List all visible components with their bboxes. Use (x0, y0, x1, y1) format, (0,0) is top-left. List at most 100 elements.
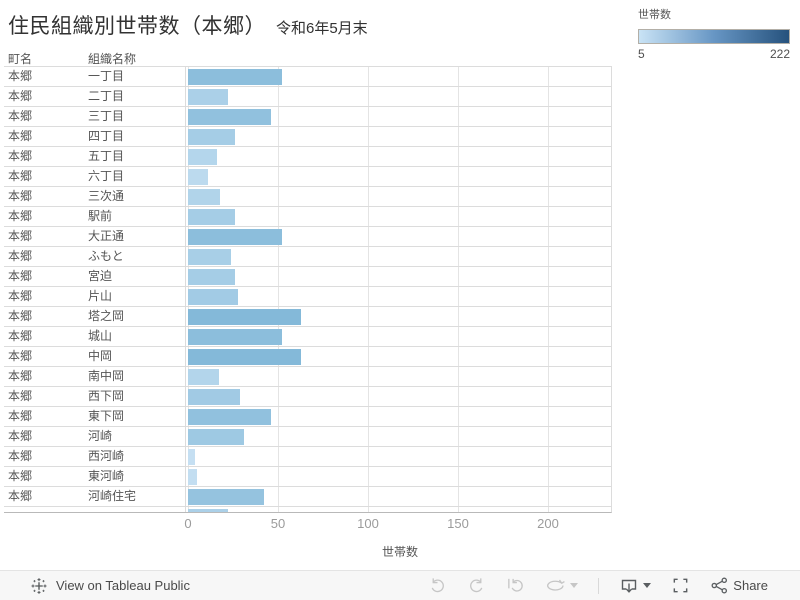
legend-gradient-bar[interactable] (638, 29, 790, 44)
cell-town: 本郷 (8, 289, 33, 303)
bar-mark[interactable] (188, 389, 241, 405)
bar-mark[interactable] (188, 269, 235, 285)
table-row[interactable]: 本郷 中岡 (4, 346, 611, 366)
bar-mark[interactable] (188, 149, 217, 165)
table-row[interactable]: 本郷 東河崎 (4, 466, 611, 486)
cell-chart (185, 407, 611, 426)
bar-mark[interactable] (188, 189, 221, 205)
table-row[interactable]: 本郷 三次通 (4, 186, 611, 206)
fullscreen-button[interactable] (671, 576, 690, 595)
cell-town: 本郷 (8, 449, 33, 463)
cell-org: 駅前 (88, 209, 113, 223)
cell-chart (185, 267, 611, 286)
table-row[interactable]: 本郷 四丁目 (4, 126, 611, 146)
table-row-partial[interactable] (4, 506, 611, 512)
bar-mark[interactable] (188, 289, 239, 305)
cell-town: 本郷 (8, 409, 33, 423)
cell-town: 本郷 (8, 149, 33, 163)
tableau-toolbar: View on Tableau Public (0, 570, 800, 600)
bar-mark[interactable] (188, 169, 208, 185)
cell-chart (185, 307, 611, 326)
cell-chart (185, 467, 611, 486)
bar-mark[interactable] (188, 249, 232, 265)
cell-town: 本郷 (8, 109, 33, 123)
bar-mark[interactable] (188, 369, 219, 385)
table-row[interactable]: 本郷 南中岡 (4, 366, 611, 386)
bar-mark[interactable] (188, 309, 302, 325)
cell-town: 本郷 (8, 269, 33, 283)
table-row[interactable]: 本郷 五丁目 (4, 146, 611, 166)
table-row[interactable]: 本郷 三丁目 (4, 106, 611, 126)
table-row[interactable]: 本郷 西河崎 (4, 446, 611, 466)
bar-mark[interactable] (188, 229, 282, 245)
cell-chart (185, 187, 611, 206)
cell-town: 本郷 (8, 309, 33, 323)
column-header-town[interactable]: 町名 (8, 52, 33, 66)
table-row[interactable]: 本郷 西下岡 (4, 386, 611, 406)
table-row[interactable]: 本郷 塔之岡 (4, 306, 611, 326)
table-row[interactable]: 本郷 六丁目 (4, 166, 611, 186)
x-axis-tick-label: 50 (270, 516, 286, 531)
table-row[interactable]: 本郷 城山 (4, 326, 611, 346)
cell-town: 本郷 (8, 249, 33, 263)
bar-mark[interactable] (188, 69, 282, 85)
cell-chart (185, 447, 611, 466)
bar-mark[interactable] (188, 329, 282, 345)
bar-mark[interactable] (188, 129, 235, 145)
table-row[interactable]: 本郷 宮迫 (4, 266, 611, 286)
cell-town: 本郷 (8, 189, 33, 203)
bar-mark[interactable] (188, 89, 228, 105)
cell-org: 西下岡 (88, 389, 125, 403)
view-on-tableau-link[interactable]: View on Tableau Public (30, 577, 190, 595)
bar-mark[interactable] (188, 469, 197, 485)
cell-chart (185, 127, 611, 146)
cell-town: 本郷 (8, 129, 33, 143)
bar-mark[interactable] (188, 409, 271, 425)
table-row[interactable]: 本郷 駅前 (4, 206, 611, 226)
table-row[interactable]: 本郷 片山 (4, 286, 611, 306)
view-on-tableau-label: View on Tableau Public (56, 578, 190, 593)
bar-mark[interactable] (188, 429, 244, 445)
table-row[interactable]: 本郷 ふもと (4, 246, 611, 266)
tableau-logo-icon (30, 577, 48, 595)
undo-button[interactable] (428, 576, 447, 595)
table-row[interactable]: 本郷 河崎 (4, 426, 611, 446)
reset-button[interactable] (506, 576, 525, 595)
x-axis-tick-label: 200 (537, 516, 559, 531)
x-axis-tick-label: 0 (184, 516, 192, 531)
bar-mark[interactable] (188, 509, 228, 512)
share-button[interactable]: Share (710, 576, 768, 595)
table-row[interactable]: 本郷 一丁目 (4, 66, 611, 86)
cell-org: 城山 (88, 329, 113, 343)
fullscreen-icon (671, 576, 690, 595)
reset-icon (506, 576, 525, 595)
table-row[interactable]: 本郷 河崎住宅 (4, 486, 611, 506)
cell-chart (185, 87, 611, 106)
bar-mark[interactable] (188, 449, 196, 465)
table-row[interactable]: 本郷 二丁目 (4, 86, 611, 106)
share-label: Share (733, 578, 768, 593)
redo-button[interactable] (467, 576, 486, 595)
x-axis-label: 世帯数 (381, 545, 419, 559)
table-row[interactable]: 本郷 東下岡 (4, 406, 611, 426)
bar-mark[interactable] (188, 109, 271, 125)
cell-org: 河崎住宅 (88, 489, 137, 503)
cell-chart (185, 147, 611, 166)
column-header-org[interactable]: 組織名称 (88, 52, 137, 66)
cell-org: 南中岡 (88, 369, 125, 383)
refresh-button[interactable] (545, 576, 579, 595)
cell-town: 本郷 (8, 89, 33, 103)
cell-chart (185, 207, 611, 226)
refresh-menu-caret-icon (570, 583, 579, 588)
bar-mark[interactable] (188, 209, 235, 225)
bar-mark[interactable] (188, 489, 264, 505)
bar-mark[interactable] (188, 349, 302, 365)
cell-chart (185, 67, 611, 86)
table-row[interactable]: 本郷 大正通 (4, 226, 611, 246)
cell-org (88, 507, 185, 512)
cell-org: 三丁目 (88, 109, 125, 123)
download-menu-caret-icon (643, 583, 652, 588)
download-button[interactable] (619, 576, 652, 596)
cell-town: 本郷 (8, 69, 33, 83)
cell-town: 本郷 (8, 389, 33, 403)
